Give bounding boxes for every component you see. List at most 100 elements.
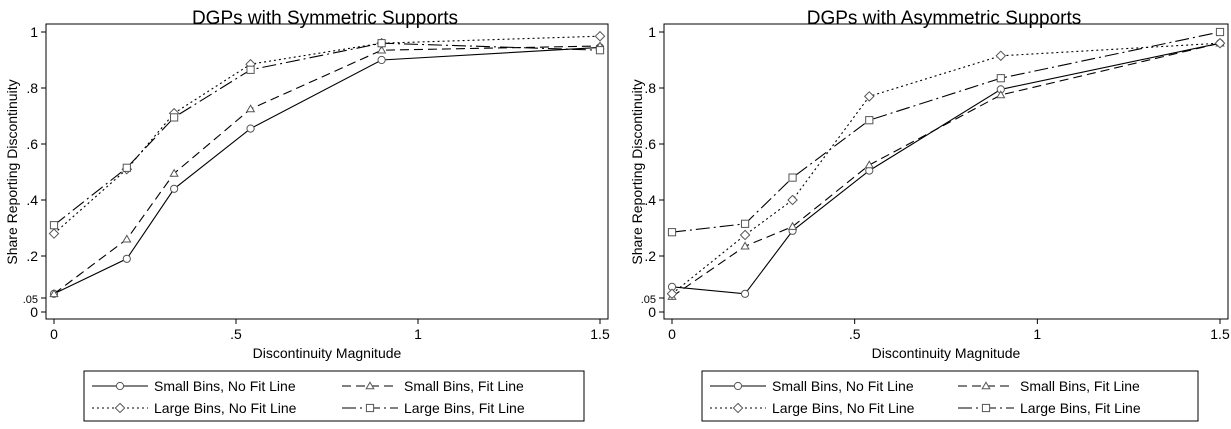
chart-panel-asymmetric: DGPs with Asymmetric Supports 0.05.2.4.6.… [616, 0, 1231, 424]
data-point-diamond [995, 50, 1007, 62]
y-axis-label: Share Reporting Discontinuity [629, 79, 645, 264]
legend-entry: Small Bins, No Fit Line [92, 378, 296, 394]
y-tick-label: 1 [30, 24, 38, 40]
legend-label: Large Bins, No Fit Line [772, 400, 915, 416]
y-tick-label: .8 [644, 80, 656, 96]
legend-marker-triangle [981, 381, 991, 390]
data-point-circle [377, 55, 386, 65]
data-point-triangle [996, 90, 1006, 99]
data-point-diamond [739, 229, 751, 241]
x-tick-label: 1 [1033, 326, 1041, 342]
data-point-triangle [787, 221, 798, 230]
x-axis-label: Discontinuity Magnitude [253, 345, 402, 361]
legend-marker-circle [733, 381, 743, 391]
series-triangle [667, 38, 1225, 300]
y-tick-label: .4 [644, 192, 656, 208]
plot-area-frame [663, 23, 1229, 320]
data-point-triangle [169, 168, 179, 177]
legend-label: Small Bins, Fit Line [1020, 378, 1140, 394]
x-tick-label: 0 [50, 326, 58, 342]
series-square [667, 27, 1225, 237]
x-tick-label: 1.5 [1210, 326, 1230, 342]
chart-symmetric: DGPs with Symmetric Supports0.05.2.4.6.8… [4, 8, 610, 422]
series-line [53, 35, 601, 235]
legend-marker-diamond [732, 402, 744, 414]
data-point-square [246, 65, 255, 74]
x-axis-label: Discontinuity Magnitude [872, 345, 1021, 361]
legend-entry: Small Bins, Fit Line [342, 378, 524, 394]
y-tick-label: 0 [30, 304, 38, 320]
series-diamond [666, 37, 1226, 300]
x-tick-label: .5 [230, 326, 242, 342]
data-point-triangle [376, 45, 387, 54]
y-tick-label: .05 [23, 294, 38, 306]
y-tick-label: .6 [26, 136, 38, 152]
legend-entry: Small Bins, Fit Line [958, 378, 1140, 394]
legend-label: Small Bins, Fit Line [404, 378, 524, 394]
series-line [53, 45, 601, 295]
data-point-square [1215, 27, 1225, 37]
series-square [49, 39, 605, 230]
data-point-square [49, 221, 59, 230]
legend-box [701, 370, 1199, 422]
series-line [671, 42, 1221, 295]
x-tick-label: 1.5 [590, 326, 610, 342]
series-line [53, 46, 601, 295]
chart-asymmetric: DGPs with Asymmetric Supports0.05.2.4.6.… [629, 8, 1230, 422]
legend-entry: Large Bins, No Fit Line [92, 400, 297, 416]
data-point-square [377, 39, 386, 48]
plot-group: DGPs with Symmetric Supports0.05.2.4.6.8… [4, 8, 610, 422]
y-tick-label: .2 [644, 248, 656, 264]
legend-label: Small Bins, No Fit Line [154, 378, 296, 394]
legend-label: Large Bins, Fit Line [1020, 400, 1141, 416]
data-point-circle [246, 124, 255, 133]
legend-label: Small Bins, No Fit Line [772, 378, 914, 394]
data-point-circle [122, 254, 131, 263]
y-tick-label: .6 [644, 136, 656, 152]
legend-marker-triangle [365, 381, 375, 390]
data-point-diamond [594, 30, 606, 42]
y-tick-label: 1 [648, 24, 656, 40]
legend-entry: Small Bins, No Fit Line [710, 378, 914, 394]
data-point-square [170, 113, 179, 122]
data-point-square [740, 219, 750, 228]
legend-label: Large Bins, No Fit Line [154, 400, 297, 416]
x-tick-label: 0 [668, 326, 676, 342]
data-point-triangle [49, 288, 59, 298]
legend-marker-circle [115, 381, 125, 391]
data-point-square [865, 116, 874, 125]
series-circle [667, 39, 1225, 298]
y-tick-label: .4 [26, 192, 38, 208]
data-point-diamond [863, 91, 875, 102]
x-tick-label: 1 [414, 326, 422, 342]
y-tick-label: .05 [641, 294, 656, 306]
legend-box [83, 370, 585, 422]
data-point-diamond [787, 194, 798, 206]
x-tick-label: .5 [849, 326, 861, 342]
chart-title: DGPs with Symmetric Supports [192, 8, 458, 29]
data-point-square [996, 74, 1005, 83]
y-tick-label: .8 [26, 80, 38, 96]
series-line [671, 42, 1221, 295]
series-circle [49, 43, 605, 298]
plot-area-frame [45, 23, 609, 320]
data-point-triangle [122, 234, 132, 243]
y-axis-label: Share Reporting Discontinuity [4, 79, 20, 264]
data-point-triangle [245, 104, 256, 113]
data-point-square [788, 173, 797, 182]
y-tick-label: 0 [648, 304, 656, 320]
plot-group: DGPs with Asymmetric Supports0.05.2.4.6.… [629, 8, 1230, 422]
series-line [53, 42, 601, 226]
data-point-square [122, 163, 131, 172]
legend-entry: Large Bins, Fit Line [342, 400, 525, 416]
series-line [671, 42, 1221, 298]
data-point-diamond [666, 288, 678, 300]
y-tick-label: .2 [26, 248, 38, 264]
data-point-diamond [1214, 37, 1226, 49]
data-point-diamond [48, 228, 60, 239]
legend-marker-diamond [114, 402, 126, 414]
series-line [671, 31, 1221, 233]
legend-marker-square [981, 403, 991, 413]
data-point-circle [170, 184, 179, 193]
chart-panel-symmetric: DGPs with Symmetric Supports 0.05.2.4.6.8… [0, 0, 616, 424]
